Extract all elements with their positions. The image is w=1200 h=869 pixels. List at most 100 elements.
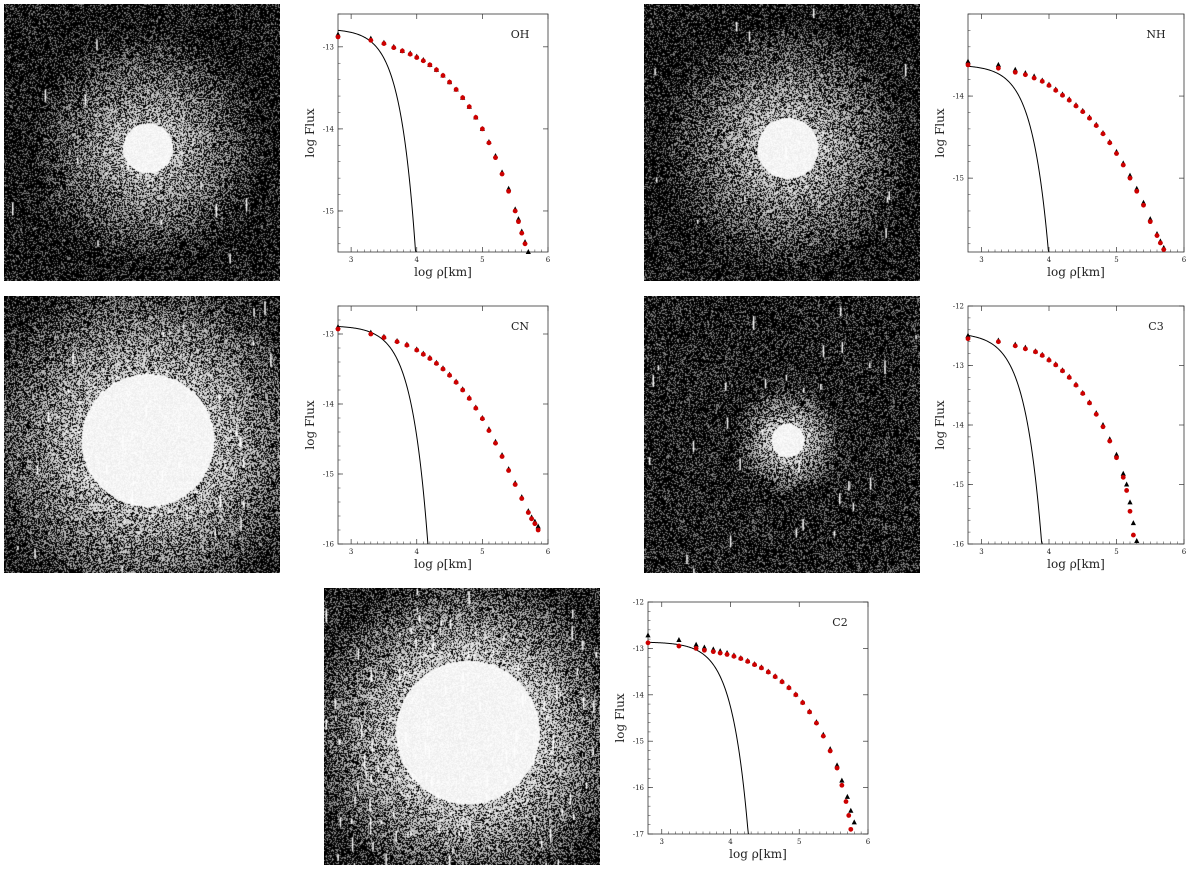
data-point-triangle (1124, 481, 1130, 487)
data-point-circle (493, 155, 498, 161)
data-point-circle (519, 230, 525, 236)
data-point-circle (525, 510, 531, 515)
data-point-circle (1060, 368, 1065, 374)
y-tick-label: -14 (323, 125, 335, 133)
data-point-circle (1161, 247, 1167, 252)
plot-frame (337, 13, 549, 253)
data-point-circle (1100, 131, 1106, 137)
species-label: C3 (1148, 320, 1163, 333)
data-point-circle (1046, 357, 1052, 363)
profile-plot-c3: 3 4 5 6 -12 -13 -14 -15 -16 log ρ[km] log Flux C3 (922, 296, 1200, 576)
data-point-circle (1100, 424, 1106, 430)
y-axis-label: log Flux (613, 693, 627, 742)
data-point-circle (800, 700, 806, 706)
data-point-circle (717, 650, 723, 656)
data-point-circle (820, 733, 826, 739)
data-point-circle (516, 219, 521, 225)
x-tick-label: 4 (415, 548, 420, 556)
data-point-circle (1053, 362, 1059, 368)
data-point-circle (453, 379, 459, 385)
profile-plot-nh: 3 4 5 6 -14 -15 log ρ[km] log Flux NH (922, 4, 1200, 284)
y-tick-label: -14 (953, 422, 965, 430)
data-point-circle (381, 41, 387, 46)
data-point-circle (447, 372, 452, 378)
plot-frame (337, 305, 549, 545)
data-point-circle (486, 140, 492, 146)
comet-image-cn (4, 296, 280, 573)
y-axis-label: log Flux (933, 400, 947, 449)
data-point-triangle (525, 249, 531, 254)
profile-plot-oh: 3 4 5 6 -13 -14 -15 log ρ[km] log Flux OH (292, 4, 564, 284)
data-point-circle (427, 356, 433, 361)
plot-frame (967, 13, 1185, 253)
data-point-circle (1130, 532, 1136, 538)
data-point-circle (1066, 97, 1072, 103)
model-curve (647, 641, 749, 835)
data-point-circle (1039, 78, 1045, 84)
data-point-circle (519, 496, 525, 501)
data-point-circle (1093, 123, 1099, 129)
data-point-circle (427, 62, 433, 68)
data-point-circle (779, 679, 785, 685)
data-point-circle (447, 79, 452, 85)
data-point-circle (1093, 411, 1099, 417)
data-point-circle (1157, 240, 1163, 246)
x-tick-label: 6 (1182, 256, 1187, 264)
data-point-triangle (834, 762, 840, 768)
data-point-triangle (701, 644, 707, 650)
comet-image-c3-canvas (644, 296, 920, 573)
data-point-triangle (676, 637, 682, 643)
comet-image-c3 (644, 296, 920, 573)
x-axis-label: log ρ[km] (414, 265, 472, 279)
data-point-triangle (1134, 538, 1140, 544)
data-point-circle (1060, 92, 1065, 98)
data-point-triangle (1120, 470, 1126, 476)
data-point-circle (499, 171, 505, 177)
y-tick-label: -16 (323, 541, 335, 549)
model-curve (337, 326, 429, 545)
x-tick-label: 5 (480, 548, 484, 556)
data-point-circle (506, 468, 512, 473)
species-label: OH (511, 28, 530, 41)
profile-plot-oh-svg: 3 4 5 6 -13 -14 -15 log ρ[km] log Flux OH (303, 13, 551, 279)
data-point-circle (532, 521, 538, 527)
data-point-circle (1022, 346, 1028, 352)
data-point-circle (420, 351, 426, 357)
data-point-circle (404, 342, 410, 348)
data-point-triangle (851, 819, 857, 825)
data-point-circle (1066, 375, 1072, 380)
data-point-circle (407, 51, 413, 57)
data-point-circle (834, 765, 840, 771)
y-tick-label: -16 (633, 784, 645, 792)
data-point-circle (434, 361, 439, 366)
data-point-circle (843, 799, 849, 804)
data-point-circle (995, 65, 1001, 71)
y-tick-label: -14 (633, 691, 645, 699)
data-point-triangle (645, 632, 651, 638)
data-point-circle (1080, 391, 1086, 396)
data-point-circle (1107, 140, 1113, 146)
data-point-circle (414, 55, 420, 60)
data-point-circle (1087, 400, 1092, 406)
x-tick-label: 6 (1182, 548, 1187, 556)
profile-plot-c3-svg: 3 4 5 6 -12 -13 -14 -15 -16 log ρ[km] log Flux C3 (933, 303, 1187, 572)
species-label: NH (1146, 28, 1165, 41)
data-point-circle (460, 387, 466, 393)
data-point-circle (1073, 103, 1079, 109)
x-axis-label: log ρ[km] (414, 557, 472, 571)
x-tick-label: 3 (660, 838, 664, 846)
data-point-circle (434, 67, 439, 73)
y-tick-label: -15 (323, 471, 334, 479)
data-point-circle (701, 647, 707, 653)
x-tick-label: 6 (546, 256, 551, 264)
data-point-circle (1114, 455, 1119, 461)
data-point-circle (839, 782, 845, 788)
data-point-circle (1087, 115, 1092, 121)
profile-plot-cn: 3 4 5 6 -13 -14 -15 -16 log ρ[km] log Flux CN (292, 296, 564, 576)
data-point-circle (522, 241, 528, 247)
data-point-circle (1154, 233, 1160, 238)
data-point-circle (391, 45, 397, 51)
data-point-triangle (965, 58, 971, 64)
data-point-circle (846, 813, 852, 818)
data-point-circle (1114, 151, 1119, 156)
